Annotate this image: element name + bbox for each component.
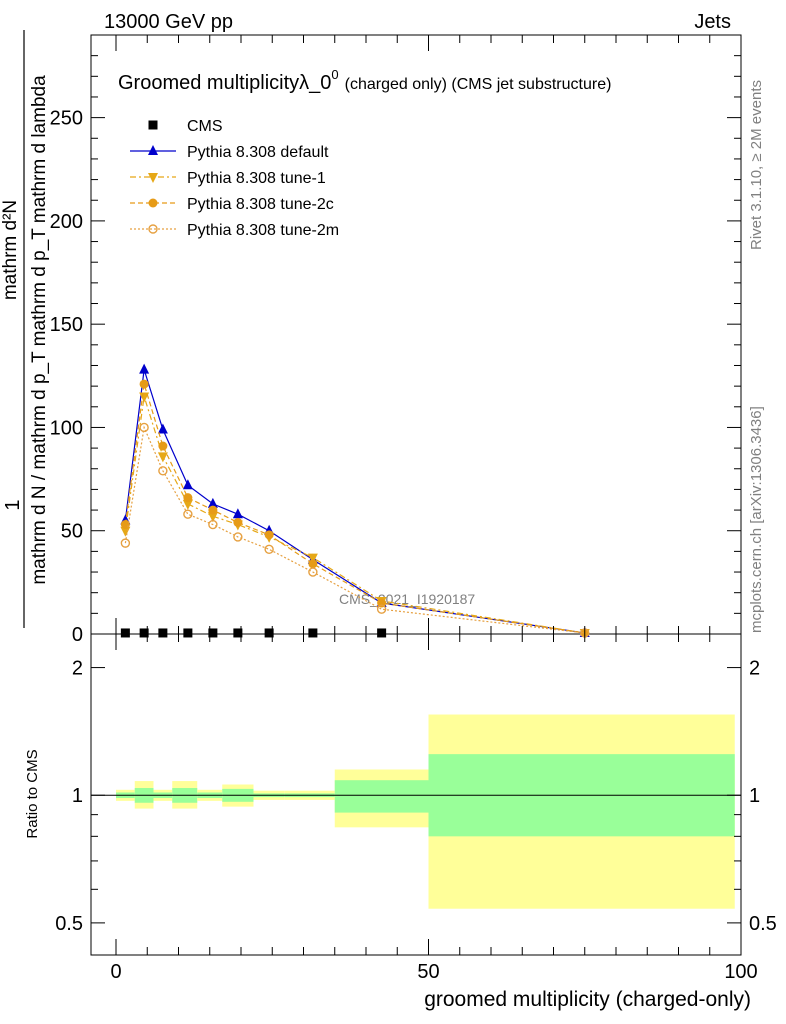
data-point-3-4: [208, 505, 218, 515]
ratio-y-tick-label: 1: [72, 785, 83, 807]
data-point-3-1: [139, 379, 149, 389]
series-3: [120, 379, 590, 638]
series-line-4: [124, 425, 585, 634]
legend-label-0: CMS: [187, 118, 223, 135]
data-point-3-7: [308, 559, 318, 569]
y-tick-label: 50: [61, 521, 83, 543]
y-tick-label: 200: [50, 211, 83, 233]
ylabel-denominator: mathrm d N / mathrm d p_T mathrm d p_T m…: [29, 75, 50, 585]
series-line-3: [124, 383, 585, 634]
data-point-0-5: [233, 628, 243, 638]
data-point-3-3: [183, 493, 193, 503]
series-0: [120, 628, 387, 638]
ratio-y-tick-label: 2: [72, 658, 83, 680]
x-tick-label: 100: [724, 961, 757, 983]
legend-marker-1: [148, 145, 158, 155]
data-point-4-2: [158, 466, 168, 476]
data-point-2-1: [139, 392, 150, 403]
data-point-1-5: [232, 508, 243, 519]
data-point-2-4: [207, 512, 218, 523]
legend-marker-4: [148, 224, 158, 234]
data-point-2-0: [120, 526, 131, 537]
data-point-0-1: [139, 628, 149, 638]
header-right-label: Jets: [694, 11, 731, 33]
data-point-4-1: [139, 422, 149, 433]
data-point-0-7: [308, 628, 318, 638]
legend-marker-2: [148, 173, 158, 183]
main-ylabel: 1 mathrm d²N mathrm d N / mathrm d p_T m…: [0, 30, 50, 628]
data-point-1-2: [157, 423, 168, 434]
x-axis-label: groomed multiplicity (charged-only): [424, 988, 751, 1011]
header-left-label: 13000 GeV pp: [104, 11, 233, 33]
y-tick-label: 0: [72, 624, 83, 646]
ratio-y-tick-label-right: 1: [749, 785, 760, 807]
legend-label-1: Pythia 8.308 default: [187, 144, 329, 161]
y-tick-label: 100: [50, 417, 83, 439]
data-point-0-6: [264, 628, 274, 638]
plot-title-sub: (charged only) (CMS jet substructure): [345, 76, 612, 93]
analysis-watermark: CMS_2021_I1920187: [339, 591, 475, 607]
data-point-0-8: [377, 628, 387, 638]
legend: CMS Pythia 8.308 default Pythia 8.308 tune…: [130, 118, 339, 239]
legend-marker-3: [148, 198, 158, 208]
data-point-4-7: [308, 567, 318, 577]
ratio-y-tick-label-right: 0.5: [749, 913, 777, 935]
x-tick-label: 50: [417, 961, 439, 983]
ratio-y-tick-label-right: 2: [749, 658, 760, 680]
legend-label-4: Pythia 8.308 tune-2m: [187, 222, 339, 239]
mcplots-label: mcplots.cern.ch [arXiv:1306.3436]: [748, 406, 765, 633]
plot-title-sup: 0: [331, 67, 338, 82]
data-point-0-0: [120, 628, 130, 638]
series-line-1: [124, 369, 585, 634]
axes-layer: 0 50 100 150 200 250 0.5 0.5 1 1 2 2 0 50 100: [50, 35, 777, 983]
data-point-0-2: [158, 628, 168, 638]
data-point-4-5: [233, 532, 243, 542]
ratio-stat-band-8: [334, 780, 429, 813]
data-point-4-4: [208, 519, 218, 530]
rivet-label: Rivet 3.1.10, ≥ 2M events: [748, 80, 765, 250]
data-point-4-3: [183, 509, 193, 519]
data-point-1-4: [207, 497, 218, 508]
data-point-1-1: [139, 363, 150, 374]
ratio-ylabel: Ratio to CMS: [24, 749, 41, 838]
main-layer: [120, 363, 590, 639]
data-point-3-2: [158, 441, 168, 451]
ratio-layer: [91, 714, 741, 909]
data-point-3-5: [233, 517, 243, 527]
data-point-4-0: [120, 538, 131, 548]
data-point-4-8: [376, 604, 387, 614]
data-point-2-7: [307, 553, 318, 564]
data-point-0-4: [208, 628, 218, 638]
y-tick-label: 250: [50, 108, 83, 130]
data-point-2-3: [182, 499, 193, 510]
ylabel-numerator-d2n: mathrm d²N: [0, 200, 21, 300]
data-point-2-2: [157, 452, 168, 463]
plot-title: Groomed multiplicityλ_00 (charged only) (…: [118, 67, 611, 94]
data-point-0-3: [183, 628, 193, 638]
data-point-3-6: [264, 530, 274, 540]
legend-label-2: Pythia 8.308 tune-1: [187, 170, 326, 187]
x-tick-label: 0: [110, 961, 121, 983]
legend-marker-0: [148, 120, 158, 130]
ylabel-numerator: 1: [2, 499, 24, 510]
data-point-1-3: [182, 479, 193, 490]
data-point-4-6: [264, 544, 274, 555]
ratio-y-tick-label: 0.5: [55, 913, 83, 935]
legend-label-3: Pythia 8.308 tune-2c: [187, 196, 334, 213]
y-tick-label: 150: [50, 314, 83, 336]
ratio-plot-frame: [90, 633, 742, 956]
plot-title-main: Groomed multiplicityλ_0: [118, 72, 331, 94]
